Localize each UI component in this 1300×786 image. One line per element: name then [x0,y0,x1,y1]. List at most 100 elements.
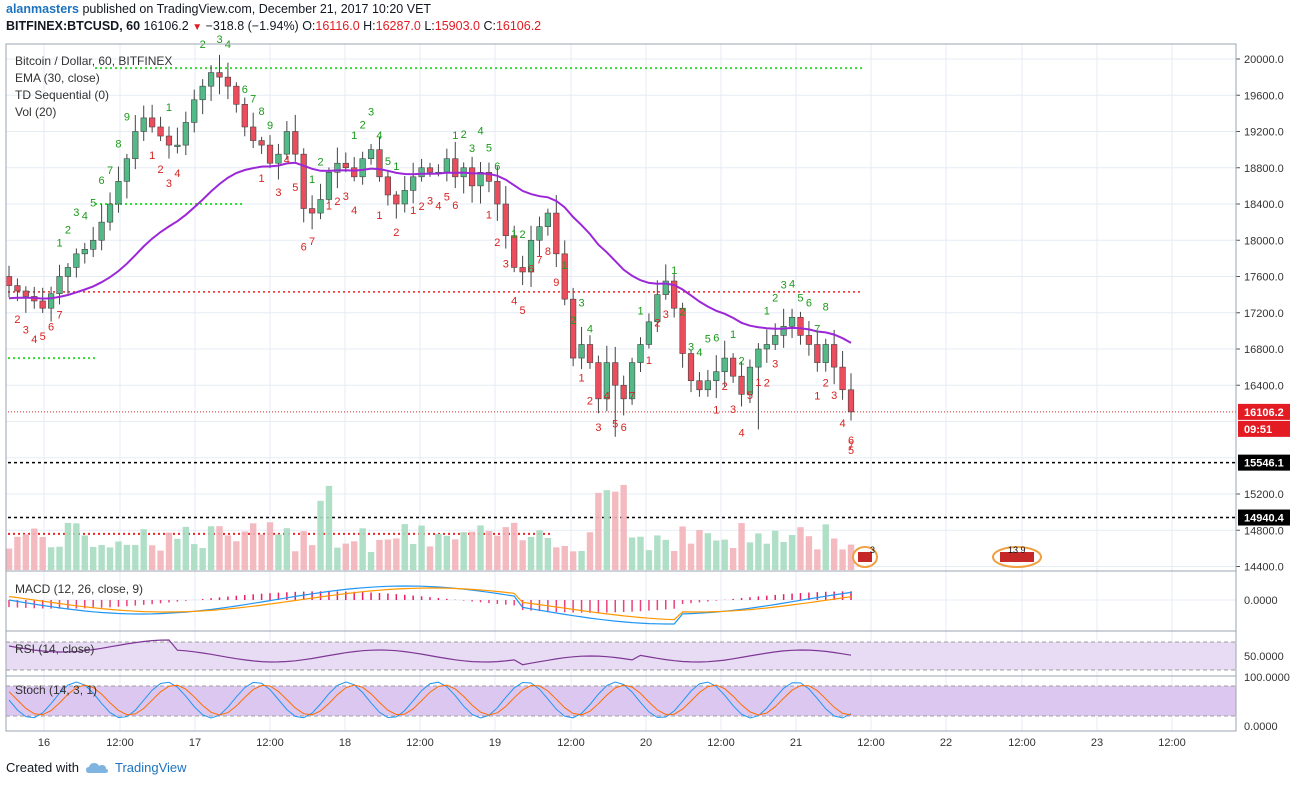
time-tick-label: 12:00 [256,737,284,749]
td-sell-count: 1 [259,173,265,185]
candle-body [780,326,787,336]
td-buy-count: 4 [477,125,483,137]
td-sell-count: 1 [149,150,155,162]
candle-body [772,335,779,345]
candle-body [334,162,341,173]
volume-bar [300,531,307,570]
legend-td[interactable]: TD Sequential (0) [15,88,110,102]
candle-body [822,344,829,363]
o-label: O: [302,19,316,33]
volume-bar [780,541,787,570]
volume-bar [612,491,619,570]
candle-body [839,366,846,391]
td-sell-count: 2 [494,237,500,249]
td-sell-count: 4 [31,334,37,346]
candle-body [831,344,838,368]
td-sell-count: 3 [730,404,736,416]
volume-bar [283,528,291,570]
td-buy-count: 6 [242,84,248,96]
td-sell-count: 4 [604,391,610,403]
td-sell-count: 6 [452,200,458,212]
volume-bar [544,537,552,570]
candle-body [477,171,484,187]
volume-bar [115,541,122,570]
candle-body [22,290,29,297]
candle-body [233,85,240,105]
legend-stoch[interactable]: Stoch (14, 3, 1) [15,683,98,697]
td-buy-count: 1 [452,130,458,142]
candle-body [721,357,728,372]
price-tick-label: 16400.0 [1244,380,1284,392]
open-value: 16116.0 [315,19,360,33]
volume-bar [494,535,501,570]
td-buy-count: 1 [393,161,399,173]
candle-body [696,380,703,391]
td-buy-count: 9 [124,112,130,124]
legend-main[interactable]: Bitcoin / Dollar, 60, BITFINEX [15,54,173,68]
candle-body [216,72,223,78]
time-tick-label: 20 [640,737,652,749]
price-tick-label: 14400.0 [1244,562,1284,574]
td-buy-count: 2 [570,315,576,327]
tradingview-link[interactable]: TradingView [114,760,187,775]
volume-bar [603,490,611,570]
legend-vol[interactable]: Vol (20) [15,105,57,119]
stoch-axis-bottom: 0.0000 [1244,721,1278,733]
volume-bar [292,551,299,570]
candle-body [814,344,821,363]
event-markers[interactable]: 3 13 9 [852,545,1042,568]
candle-body [410,176,417,191]
candle-body [258,140,265,146]
candle-body [367,149,375,159]
candle-body [662,280,669,295]
candle-body [98,221,105,241]
published-text: published on TradingView.com, December 2… [78,2,432,16]
legend-rsi[interactable]: RSI (14, close) [15,642,95,656]
h-label: H: [363,19,376,33]
td-sell-count: 5 [520,305,526,317]
volume-bar [132,544,139,570]
price-tick-label: 14800.0 [1244,525,1284,537]
time-tick-label: 12:00 [1158,737,1186,749]
volume-bar [746,542,754,570]
candle-body [603,362,610,400]
td-sell-count: 5 [444,192,450,204]
candle-body [654,294,661,323]
volume-bar [561,545,568,570]
candle-body [612,362,619,386]
candles[interactable] [5,54,855,437]
candle-body [788,316,796,327]
td-sell-count: 5 [612,418,618,430]
tradingview-cloud-icon [85,762,108,773]
legend-ema[interactable]: EMA (30, close) [15,71,100,85]
volume-bar [805,536,813,570]
volume-bar [772,530,779,570]
author-link[interactable]: alanmasters [6,2,79,16]
candle-body [763,344,770,350]
candle-body [628,362,636,400]
td-sell-count: 3 [772,358,778,370]
td-buy-count: 4 [82,210,88,222]
td-sell-count: 5 [40,331,46,343]
volume-bar [5,548,13,570]
volume-bar [628,537,636,570]
price-axis[interactable]: 20000.0 19600.0 19200.0 18800.0 18400.0 18000… [1235,44,1290,733]
volume-bar [452,539,459,570]
legend-macd[interactable]: MACD (12, 26, close, 9) [15,582,144,596]
time-tick-label: 12:00 [557,737,585,749]
volume-bar [393,538,400,570]
td-buy-count: 1 [351,130,357,142]
candle-body [452,158,459,178]
close-value: 16106.2 [495,19,542,33]
candle-body [561,253,568,300]
td-sell-count: 1 [646,355,652,367]
td-sell-count: 4 [435,200,441,212]
time-axis[interactable]: 16 12:00 17 12:00 18 12:00 19 12:00 20 12:00 21 12:… [38,737,1186,749]
volume-bar [249,523,257,570]
td-buy-count: 2 [680,307,686,319]
candle-body [351,167,358,178]
volume-bar [81,535,88,570]
last-price-label-box [1238,403,1290,420]
price-tick-label: 17600.0 [1244,272,1284,284]
